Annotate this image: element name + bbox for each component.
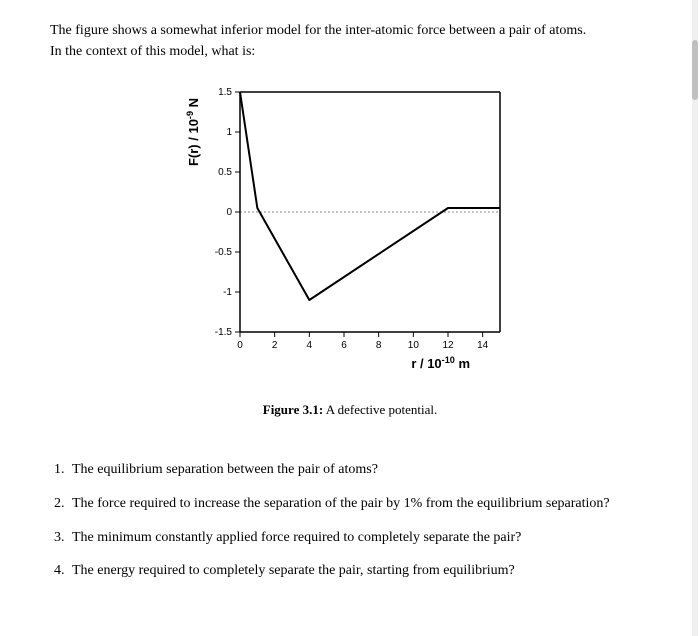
question-1: The equilibrium separation between the p… <box>68 458 650 482</box>
question-list: The equilibrium separation between the p… <box>50 458 650 583</box>
force-chart: -1.5 -1 -0.5 0 0.5 1 1.5 0 2 4 6 8 10 12 14 r / 10-10 m… <box>170 82 530 382</box>
svg-text:r / 10-10 m: r / 10-10 m <box>411 355 470 371</box>
intro-line1: The figure shows a somewhat inferior mod… <box>50 23 586 38</box>
question-3: The minimum constantly applied force req… <box>68 526 650 550</box>
svg-text:F(r) / 10-9 N: F(r) / 10-9 N <box>185 98 201 166</box>
scrollbar-track[interactable] <box>692 0 698 636</box>
svg-text:4: 4 <box>307 340 313 351</box>
intro-text: The figure shows a somewhat inferior mod… <box>50 20 650 62</box>
svg-text:1: 1 <box>226 127 232 138</box>
svg-text:8: 8 <box>376 340 382 351</box>
question-4: The energy required to completely separa… <box>68 559 650 583</box>
svg-text:14: 14 <box>477 340 489 351</box>
svg-text:0.5: 0.5 <box>218 167 232 178</box>
svg-text:2: 2 <box>272 340 278 351</box>
caption-body: A defective potential. <box>323 402 437 417</box>
svg-text:12: 12 <box>442 340 454 351</box>
svg-text:-0.5: -0.5 <box>215 247 233 258</box>
svg-text:-1: -1 <box>223 287 232 298</box>
svg-text:0: 0 <box>237 340 243 351</box>
svg-text:1.5: 1.5 <box>218 87 232 98</box>
figure-caption: Figure 3.1: A defective potential. <box>50 402 650 418</box>
svg-text:-1.5: -1.5 <box>215 327 233 338</box>
svg-text:10: 10 <box>408 340 420 351</box>
caption-label: Figure 3.1: <box>263 402 323 417</box>
intro-line2: In the context of this model, what is: <box>50 44 255 59</box>
svg-text:0: 0 <box>226 207 232 218</box>
question-2: The force required to increase the separ… <box>68 492 650 516</box>
svg-text:6: 6 <box>341 340 347 351</box>
scrollbar-thumb[interactable] <box>692 40 698 100</box>
chart-container: -1.5 -1 -0.5 0 0.5 1 1.5 0 2 4 6 8 10 12 14 r / 10-10 m… <box>170 82 530 382</box>
